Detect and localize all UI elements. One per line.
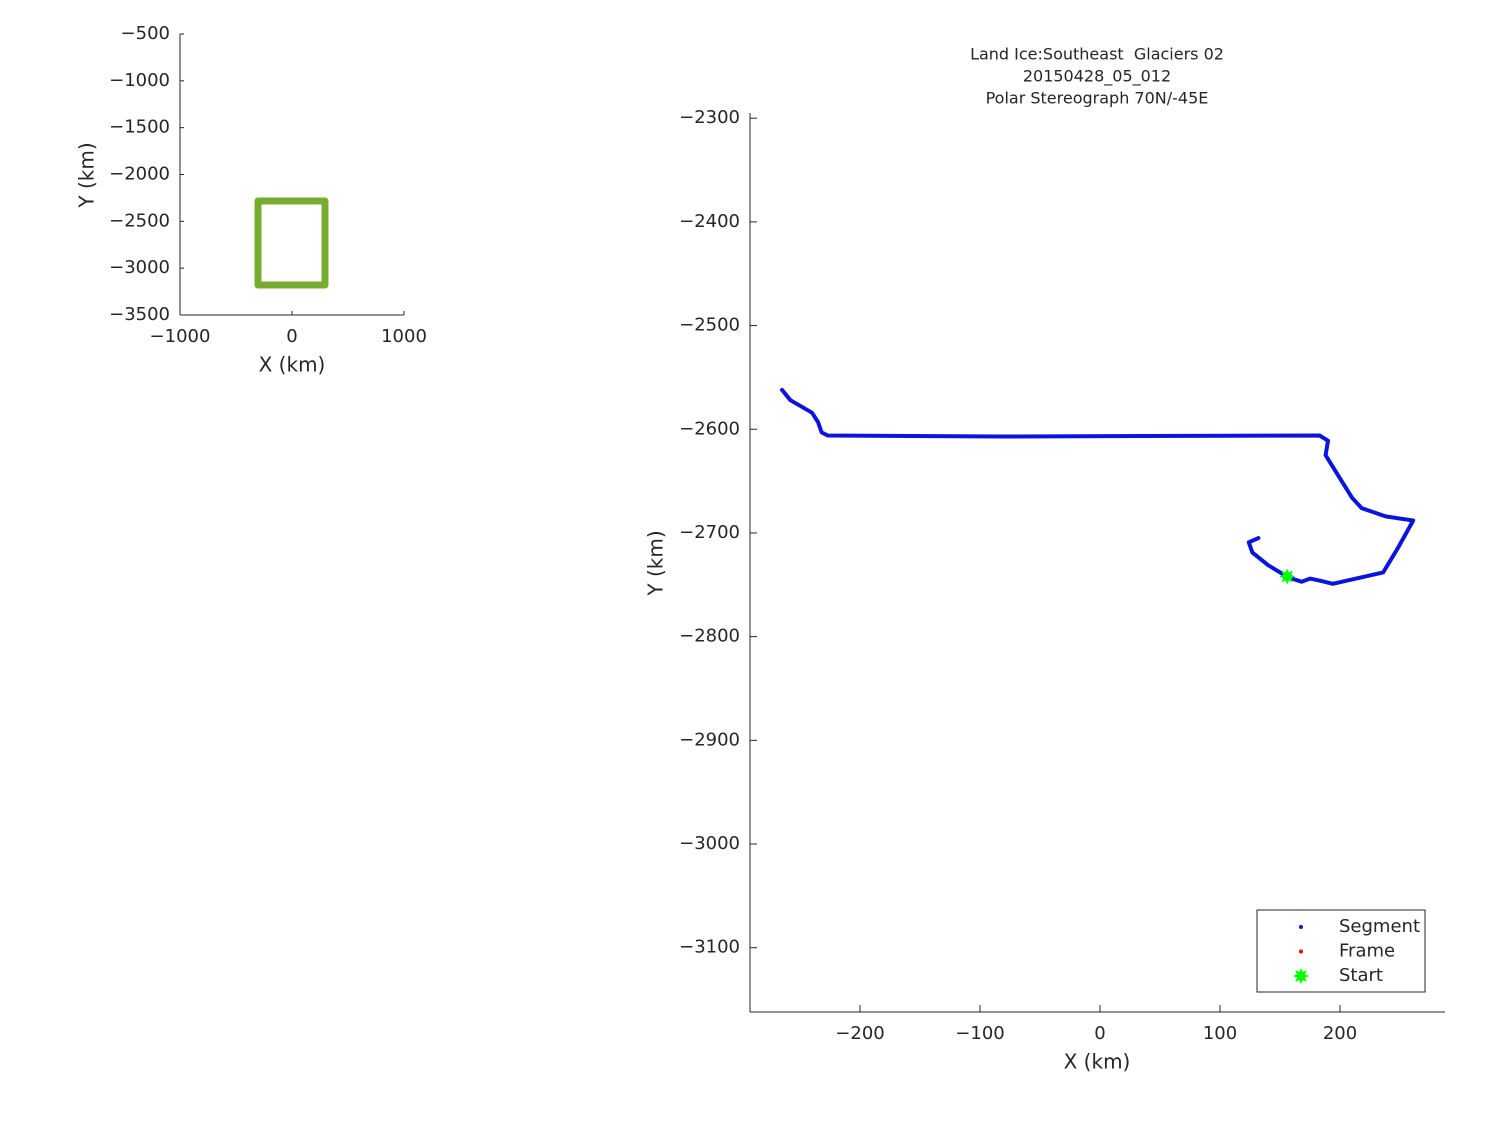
x-tick-label: −1000: [150, 326, 211, 347]
y-tick-label: −2900: [679, 729, 740, 750]
y-tick-label: −2700: [679, 522, 740, 543]
y-axis-label: Y (km): [644, 530, 668, 596]
y-tick-label: −2800: [679, 626, 740, 647]
y-tick-label: −3000: [109, 257, 170, 278]
x-tick-label: 0: [286, 326, 297, 347]
y-tick-label: −1000: [109, 70, 170, 91]
y-tick-label: −2500: [109, 210, 170, 231]
legend-label: Start: [1339, 965, 1383, 986]
x-tick-label: 100: [1203, 1023, 1237, 1044]
y-tick-label: −3100: [679, 937, 740, 958]
y-tick-label: −2300: [679, 107, 740, 128]
x-tick-label: 200: [1323, 1023, 1357, 1044]
legend-label: Frame: [1339, 941, 1395, 962]
chart-title: Land Ice:Southeast Glaciers 02: [970, 45, 1224, 64]
legend-box: [1256, 909, 1426, 993]
y-axis-label: Y (km): [75, 142, 99, 208]
y-tick-label: −3500: [109, 304, 170, 325]
x-tick-label: 1000: [381, 326, 427, 347]
x-axis-label: X (km): [259, 353, 326, 377]
y-tick-label: −2500: [679, 315, 740, 336]
chart-title: Polar Stereograph 70N/-45E: [986, 89, 1209, 108]
start-marker: [1279, 568, 1296, 585]
legend-marker: [1293, 968, 1309, 984]
y-tick-label: −2600: [679, 418, 740, 439]
y-tick-label: −2400: [679, 211, 740, 232]
coverage-outline: [254, 197, 329, 289]
x-tick-label: −100: [955, 1023, 1004, 1044]
legend-marker: [1299, 925, 1303, 929]
x-axis-label: X (km): [1064, 1050, 1131, 1074]
legend-marker: [1299, 949, 1303, 954]
y-tick-label: −3000: [679, 833, 740, 854]
x-tick-label: 0: [1094, 1023, 1105, 1044]
y-tick-label: −500: [121, 23, 170, 44]
y-tick-label: −1500: [109, 117, 170, 138]
x-tick-label: −200: [835, 1023, 884, 1044]
legend-label: Segment: [1339, 916, 1420, 937]
chart-title: 20150428_05_012: [1023, 67, 1171, 87]
y-tick-label: −2000: [109, 164, 170, 185]
